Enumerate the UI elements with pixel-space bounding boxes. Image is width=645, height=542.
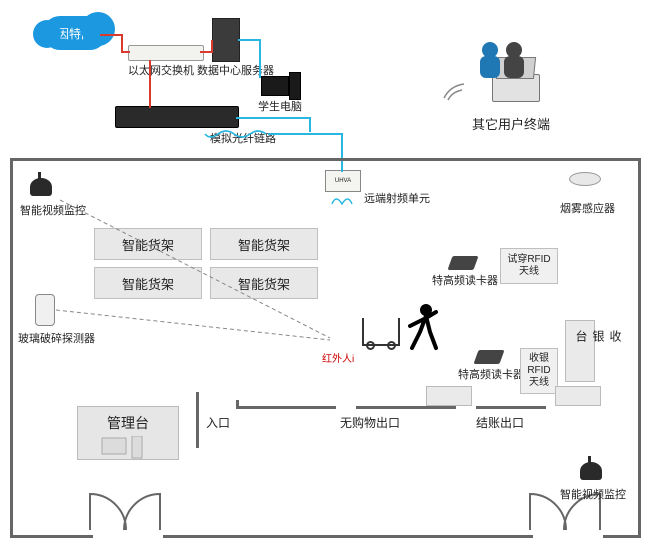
glass-break-sensor bbox=[35, 294, 55, 326]
shelf-2-label: 智能货架 bbox=[238, 235, 290, 254]
fiber-label: 模拟光纤链路 bbox=[210, 130, 276, 146]
camera-bottom-right bbox=[580, 456, 608, 482]
users-icon bbox=[470, 38, 540, 88]
smoke-label: 烟雾感应器 bbox=[560, 200, 615, 216]
wall-entrance bbox=[196, 392, 199, 448]
glass-label: 玻璃破碎探测器 bbox=[18, 330, 95, 346]
pay-rfid-antenna: 收银 RFID 天线 bbox=[520, 348, 558, 394]
wall-seg-1 bbox=[236, 406, 336, 409]
infrared-label: 红外人i bbox=[322, 350, 354, 365]
exit-checkout-label: 结账出口 bbox=[476, 414, 524, 431]
cashier-label: 收 银 台 bbox=[573, 330, 624, 342]
shelf-4: 智能货架 bbox=[210, 267, 318, 299]
entrance-label: 入口 bbox=[206, 414, 230, 431]
student-pc-tower bbox=[289, 72, 301, 100]
checkout-left bbox=[426, 386, 472, 406]
cloud-label: 因特网 bbox=[57, 25, 93, 42]
internet-cloud: 因特网 bbox=[43, 16, 107, 50]
switch-label: 以太网交换机 bbox=[128, 62, 194, 78]
rack-server bbox=[115, 106, 239, 128]
wall-seg-2 bbox=[356, 406, 456, 409]
wall-seg-1b bbox=[236, 400, 239, 408]
wall-seg-3 bbox=[476, 406, 546, 409]
reader-bottom-label: 特高频读卡器 bbox=[458, 366, 524, 382]
wifi-icon bbox=[440, 78, 470, 108]
shelf-3: 智能货架 bbox=[94, 267, 202, 299]
ethernet-switch bbox=[128, 45, 204, 61]
smoke-sensor bbox=[569, 172, 601, 186]
shelf-3-label: 智能货架 bbox=[122, 274, 174, 293]
shopping-cart-icon bbox=[362, 318, 400, 346]
reader-bottom bbox=[473, 350, 504, 364]
checkout-right bbox=[555, 386, 601, 406]
try-rfid-label: 试穿RFID 天线 bbox=[507, 254, 550, 278]
reader-top bbox=[447, 256, 478, 270]
mgmt-label: 管理台 bbox=[107, 413, 149, 433]
student-pc-monitor bbox=[261, 76, 289, 96]
door-right bbox=[533, 532, 603, 538]
shelf-4-label: 智能货架 bbox=[238, 274, 290, 293]
shelf-1: 智能货架 bbox=[94, 228, 202, 260]
shopper-icon bbox=[400, 302, 440, 354]
datacenter-server bbox=[212, 18, 240, 62]
camera-top-left bbox=[30, 172, 58, 198]
other-terminals-label: 其它用户终端 bbox=[472, 114, 550, 133]
camera-br-label: 智能视频监控 bbox=[560, 486, 626, 502]
pay-rfid-label: 收银 RFID 天线 bbox=[527, 353, 550, 389]
reader-top-label: 特高频读卡器 bbox=[432, 272, 498, 288]
student-pc-label: 学生电脑 bbox=[258, 98, 302, 114]
shelf-1-label: 智能货架 bbox=[122, 235, 174, 254]
door-left bbox=[93, 532, 163, 538]
try-rfid-antenna: 试穿RFID 天线 bbox=[500, 248, 558, 284]
exit-noshop-label: 无购物出口 bbox=[340, 414, 400, 431]
mgmt-pc-icon bbox=[96, 436, 156, 466]
shelf-2: 智能货架 bbox=[210, 228, 318, 260]
camera-tl-label: 智能视频监控 bbox=[20, 202, 86, 218]
